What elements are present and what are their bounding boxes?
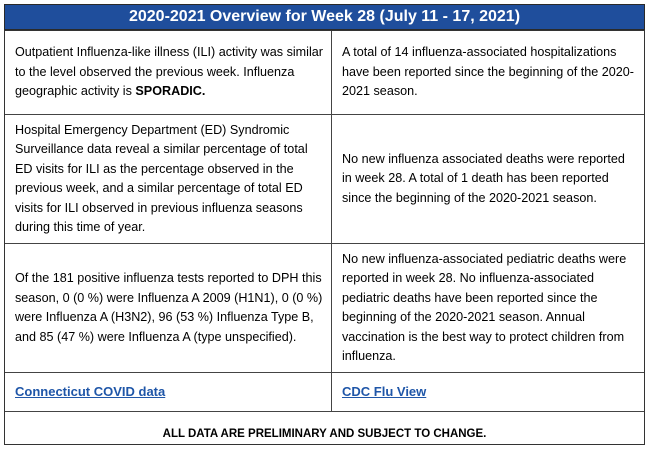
page-title: 2020-2021 Overview for Week 28 (July 11 … — [128, 8, 521, 25]
overview-table: 2020-2021 Overview for Week 28 (July 11 … — [4, 4, 645, 445]
ili-activity-text: Outpatient Influenza-like illness (ILI) … — [15, 45, 323, 99]
ed-surveillance-cell: Hospital Emergency Department (ED) Syndr… — [5, 115, 331, 243]
deaths-cell: No new influenza associated deaths were … — [332, 115, 644, 243]
disclaimer: ALL DATA ARE PRELIMINARY AND SUBJECT TO … — [162, 428, 487, 440]
connecticut-covid-link[interactable]: Connecticut COVID data — [15, 384, 166, 400]
pediatric-deaths-text: No new influenza-associated pediatric de… — [342, 251, 627, 364]
geographic-activity-level: SPORADIC. — [135, 84, 206, 99]
table-header: 2020-2021 Overview for Week 28 (July 11 … — [4, 4, 645, 30]
cdc-flu-view-link[interactable]: CDC Flu View — [342, 384, 427, 400]
pediatric-deaths-cell: No new influenza-associated pediatric de… — [332, 244, 644, 372]
row-divider — [5, 243, 644, 244]
column-divider — [331, 31, 332, 411]
table-body: Outpatient Influenza-like illness (ILI) … — [4, 30, 645, 445]
tests-text: Of the 181 positive influenza tests repo… — [15, 271, 323, 344]
hospitalizations-text: A total of 14 influenza-associated hospi… — [342, 45, 634, 99]
row-divider — [5, 372, 644, 373]
cdc-link-cell: CDC Flu View — [332, 373, 644, 411]
hospitalizations-cell: A total of 14 influenza-associated hospi… — [332, 31, 644, 114]
deaths-text: No new influenza associated deaths were … — [342, 151, 625, 205]
covid-link-cell: Connecticut COVID data — [5, 373, 331, 411]
ed-surveillance-text: Hospital Emergency Department (ED) Syndr… — [15, 122, 308, 235]
ili-activity-cell: Outpatient Influenza-like illness (ILI) … — [5, 31, 331, 114]
row-divider — [5, 114, 644, 115]
row-divider — [5, 411, 644, 412]
tests-cell: Of the 181 positive influenza tests repo… — [5, 244, 331, 372]
